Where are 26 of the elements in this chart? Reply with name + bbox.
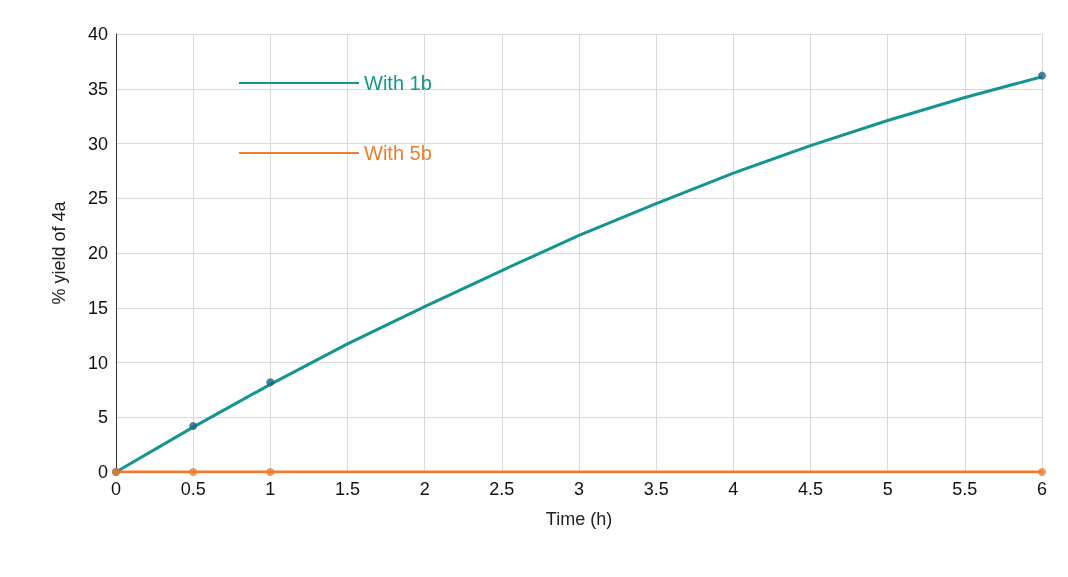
- y-tick-label: 0: [97, 462, 108, 482]
- x-tick-label: 1: [265, 479, 276, 499]
- x-axis-title: Time (h): [545, 509, 613, 529]
- x-tick-label: 5: [882, 479, 893, 499]
- x-tick-label: 1.5: [334, 479, 361, 499]
- text: With 5b: [364, 142, 432, 164]
- y-tick-label: 30: [87, 133, 108, 154]
- y-tick-label: 15: [87, 297, 108, 318]
- x-tick-label: 3.5: [643, 479, 669, 499]
- y-tick-label: 20: [87, 243, 108, 263]
- x-tick-label: 2: [419, 479, 430, 499]
- x-tick-label: 0: [110, 479, 122, 499]
- y-tick-label: 5: [97, 407, 108, 428]
- x-tick-label: 6: [1036, 479, 1048, 499]
- y-tick-label: 10: [87, 352, 108, 373]
- y-axis-title: % yield of 4a: [49, 200, 69, 305]
- x-tick-label: 3: [573, 479, 585, 499]
- text: With 1b: [364, 72, 432, 94]
- x-tick-label: 4: [728, 479, 739, 499]
- x-tick-label: 0.5: [180, 479, 206, 499]
- x-tick-label: 2.5: [489, 479, 515, 499]
- y-tick-label: 25: [87, 188, 108, 209]
- x-tick-label: 5.5: [952, 479, 978, 499]
- x-tick-label: 4.5: [797, 479, 824, 499]
- y-tick-label: 40: [87, 24, 108, 44]
- y-tick-label: 35: [87, 78, 108, 99]
